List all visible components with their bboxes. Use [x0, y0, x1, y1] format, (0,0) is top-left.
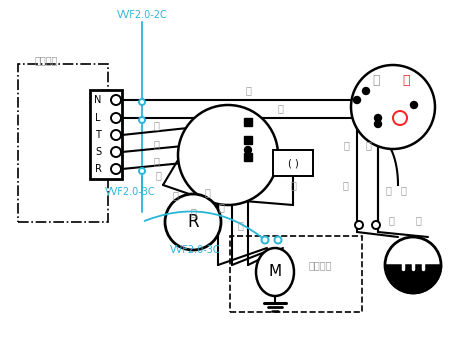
Bar	[244, 118, 252, 126]
Text: ク: ク	[365, 140, 371, 150]
Text: シ: シ	[153, 139, 159, 149]
Text: L: L	[95, 113, 101, 123]
Ellipse shape	[256, 248, 294, 296]
Text: 施工省略: 施工省略	[34, 55, 58, 65]
Text: イ: イ	[388, 215, 394, 225]
Text: VVF2.0-3C: VVF2.0-3C	[170, 245, 220, 255]
Circle shape	[374, 115, 382, 121]
Text: ア: ア	[204, 187, 210, 197]
Text: シ: シ	[343, 140, 349, 150]
Circle shape	[111, 130, 121, 140]
Text: シ: シ	[342, 180, 348, 190]
Circle shape	[111, 113, 121, 123]
Text: N: N	[94, 95, 102, 105]
Text: R: R	[94, 164, 101, 174]
Bar	[90, 90, 122, 179]
Text: ア: ア	[190, 207, 196, 217]
Circle shape	[111, 164, 121, 174]
Text: シ: シ	[245, 85, 251, 95]
Bar	[18, 64, 108, 222]
Text: ク: ク	[153, 120, 159, 130]
Text: 小: 小	[372, 73, 380, 86]
Circle shape	[385, 237, 441, 293]
Text: ア: ア	[153, 156, 159, 166]
Circle shape	[165, 194, 221, 250]
Text: シ: シ	[172, 190, 178, 200]
Text: ( ): ( )	[288, 158, 298, 168]
Text: VVF2.0-2C: VVF2.0-2C	[117, 10, 167, 20]
Text: VVF2.0-3C: VVF2.0-3C	[105, 187, 155, 197]
Circle shape	[178, 105, 278, 205]
Circle shape	[363, 87, 370, 95]
Circle shape	[262, 237, 268, 243]
Bar	[273, 150, 313, 176]
Circle shape	[139, 99, 145, 105]
Bar	[244, 153, 252, 161]
Text: ク: ク	[415, 215, 421, 225]
Text: M: M	[268, 265, 282, 279]
Circle shape	[139, 117, 145, 123]
Text: T: T	[95, 130, 101, 140]
Circle shape	[410, 102, 418, 108]
Circle shape	[374, 120, 382, 128]
Text: ク: ク	[400, 185, 406, 195]
Bar	[244, 136, 252, 144]
Circle shape	[111, 95, 121, 105]
Text: ク: ク	[277, 103, 283, 113]
Circle shape	[274, 237, 282, 243]
Polygon shape	[385, 265, 441, 293]
Circle shape	[354, 97, 361, 103]
Bar	[230, 236, 362, 312]
Circle shape	[393, 111, 407, 125]
Circle shape	[245, 147, 252, 153]
Circle shape	[139, 168, 145, 174]
Circle shape	[372, 221, 380, 229]
Text: S: S	[95, 147, 101, 157]
Circle shape	[355, 221, 363, 229]
Text: R: R	[187, 213, 199, 231]
Text: 小: 小	[402, 73, 410, 86]
Circle shape	[351, 65, 435, 149]
Text: シ: シ	[218, 202, 224, 212]
Text: イ: イ	[290, 180, 296, 190]
Text: ク: ク	[237, 220, 243, 230]
Circle shape	[111, 147, 121, 157]
Text: ア: ア	[385, 185, 391, 195]
Text: ク: ク	[155, 170, 161, 180]
Text: 施工省略: 施工省略	[308, 260, 332, 270]
